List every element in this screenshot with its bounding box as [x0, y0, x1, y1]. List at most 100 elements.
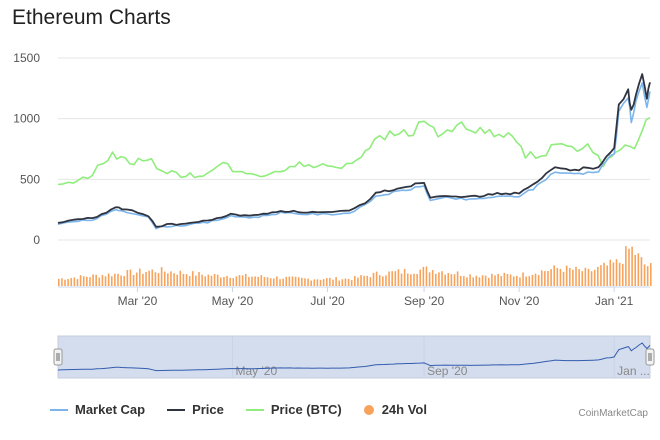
volume-bar: [163, 271, 166, 286]
volume-bar: [101, 275, 104, 286]
volume-bar: [341, 279, 344, 286]
navigator[interactable]: May '20 Sep '20 Jan ...: [53, 335, 655, 379]
legend-item-vol[interactable]: 24h Vol: [363, 402, 427, 417]
volume-bar: [117, 273, 119, 286]
volume-bar: [600, 265, 602, 286]
volume-bar: [621, 263, 624, 286]
legend-item-price_btc[interactable]: Price (BTC): [245, 402, 342, 417]
legend-swatch-price_btc: [245, 408, 264, 411]
volume-bar: [453, 274, 456, 286]
volume-bar: [388, 271, 390, 286]
volume-bar: [135, 272, 138, 286]
volume-bar: [419, 269, 422, 286]
legend: Market Cap Price Price (BTC) 24h Vol: [50, 402, 449, 417]
volume-bar: [382, 276, 384, 286]
volume-bar: [316, 279, 319, 286]
volume-bar: [191, 271, 194, 286]
volume-bar: [366, 275, 369, 286]
volume-bar: [120, 275, 122, 286]
navigator-label: May '20: [235, 364, 277, 378]
navigator-handle-right[interactable]: [645, 348, 655, 366]
legend-swatch-market_cap: [50, 408, 68, 411]
volume-bar: [450, 274, 453, 286]
volume-bar: [354, 275, 356, 286]
volume-bar: [310, 280, 312, 286]
volume-bar: [329, 277, 331, 286]
volume-bar: [132, 274, 135, 286]
volume-bar: [565, 265, 568, 286]
legend-swatch-price: [167, 408, 186, 411]
volume-bar: [400, 273, 403, 286]
volume-bar: [363, 275, 365, 286]
volume-bar: [229, 277, 231, 286]
volume-bar: [204, 276, 207, 286]
volume-bar: [223, 277, 225, 286]
volume-bar: [291, 276, 294, 286]
navigator-range[interactable]: [57, 335, 651, 379]
y-tick-label: 1000: [13, 112, 40, 126]
volume-bar: [257, 276, 260, 286]
volume-bar: [466, 277, 468, 286]
volume-bar: [378, 275, 381, 286]
volume-bar: [213, 273, 216, 286]
volume-bar: [238, 275, 241, 286]
volume-bar: [528, 276, 531, 286]
legend-swatch-vol: [363, 404, 374, 415]
volume-bar: [241, 275, 244, 286]
volume-bar: [226, 275, 228, 286]
volume-bar: [550, 269, 552, 286]
legend-label: Price: [192, 402, 224, 417]
volume-bar: [597, 266, 599, 286]
legend-item-price[interactable]: Price: [167, 402, 224, 417]
volume-bar: [481, 275, 484, 286]
volume-bar: [572, 269, 574, 286]
volume-bar: [185, 274, 188, 286]
volume-bar: [201, 274, 203, 286]
volume-bar: [357, 277, 359, 286]
volume-bar: [335, 277, 337, 286]
volume-bar: [338, 280, 341, 286]
navigator-handle-left[interactable]: [53, 348, 63, 366]
volume-bar: [463, 276, 465, 286]
volume-bar: [294, 276, 297, 286]
volume-bar: [590, 271, 593, 286]
volume-bar: [282, 278, 284, 286]
volume-bar: [425, 266, 428, 286]
navigator-series-line: [57, 342, 651, 372]
volume-bar: [92, 274, 94, 286]
volume-bar: [251, 276, 253, 286]
volume-bar: [491, 273, 493, 286]
series-line-price: [57, 73, 651, 228]
series-line-market_cap: [57, 82, 651, 230]
legend-item-market_cap[interactable]: Market Cap: [50, 402, 145, 417]
volume-bar: [95, 274, 97, 286]
volume-bar: [593, 269, 596, 286]
volume-bar: [170, 271, 172, 286]
volume-bar: [631, 246, 633, 286]
volume-bar: [469, 274, 471, 286]
volume-bar: [516, 275, 518, 286]
volume-bar: [403, 268, 406, 286]
volume-bar: [139, 268, 141, 286]
volume-bar: [540, 270, 543, 286]
volume-bar: [612, 262, 615, 286]
volume-bar: [235, 276, 238, 286]
x-tick-label: Jul '20: [310, 294, 345, 308]
volume-bar: [145, 271, 147, 286]
volume-bar: [188, 276, 191, 286]
volume-bar: [537, 275, 540, 286]
volume-bar: [244, 273, 247, 286]
y-tick-label: 0: [33, 233, 40, 247]
volume-bar: [553, 265, 556, 286]
volume-bar: [154, 272, 157, 286]
volume-bar: [547, 270, 549, 286]
volume-bar: [86, 276, 88, 286]
volume-bar: [534, 273, 537, 286]
y-axis: 1500 1000 500 0: [13, 51, 40, 247]
volume-bar: [640, 257, 643, 286]
volume-bar: [216, 274, 219, 286]
volume-bar: [472, 277, 474, 286]
legend-label: Market Cap: [75, 402, 146, 417]
volume-bar: [313, 279, 316, 286]
volume-bar: [506, 274, 509, 286]
